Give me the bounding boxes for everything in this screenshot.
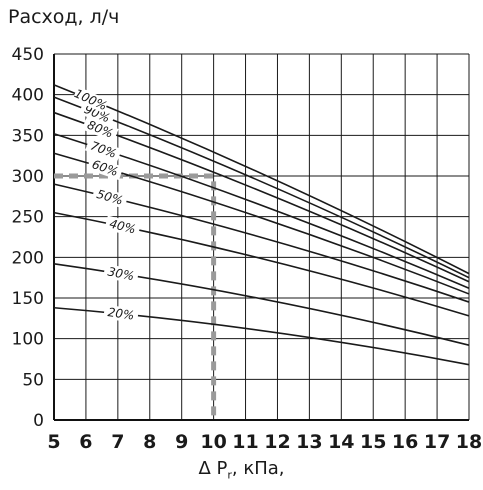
x-axis-title-symbol: Δ P [198,458,228,479]
series-label: 50% [95,187,124,208]
y-tick-label: 350 [12,126,44,146]
y-tick-label: 400 [12,86,44,106]
series-label: 30% [107,264,136,283]
series-label-bg [103,304,139,324]
series-line [53,84,470,275]
x-tick-label: 10 [200,431,226,453]
y-tick-label: 50 [22,370,44,390]
x-axis-title: Δ Pr, кПа, [0,458,483,482]
y-tick-label: 450 [12,45,44,65]
series-label-bg [72,86,110,114]
y-axis-title: Расход, л/ч [8,6,120,28]
y-tick-label: 0 [33,411,44,431]
series-label: 40% [108,217,137,237]
y-tick-label: 100 [12,330,44,350]
x-tick-label: 13 [296,431,322,453]
y-tick-label: 300 [12,167,44,187]
series-label: 20% [107,305,135,322]
y-tick-label: 150 [12,289,44,309]
x-axis-title-rest: , кПа, [231,458,285,479]
x-tick-label: 14 [328,431,354,453]
x-tick-label: 16 [392,431,418,453]
series-label-bg [78,100,116,127]
x-tick-label: 7 [111,431,124,453]
x-tick-label: 8 [143,431,156,453]
series-line [53,96,470,279]
y-tick-label: 250 [12,208,44,228]
series-label-bg [81,116,119,143]
series-label-bg [103,263,140,285]
x-axis-title-subscript: r [227,468,232,482]
series-label-bg [85,137,122,163]
x-tick-label: 15 [360,431,386,453]
x-tick-label: 11 [232,431,258,453]
x-tick-label: 9 [175,431,188,453]
series-label-bg [91,185,129,209]
x-tick-label: 18 [456,431,482,453]
x-tick-label: 12 [264,431,290,453]
x-tick-label: 17 [424,431,450,453]
series-label-bg [86,155,124,181]
y-tick-label: 200 [12,248,44,268]
x-tick-label: 5 [47,431,60,453]
x-tick-label: 6 [79,431,92,453]
series-label-bg [104,215,141,238]
